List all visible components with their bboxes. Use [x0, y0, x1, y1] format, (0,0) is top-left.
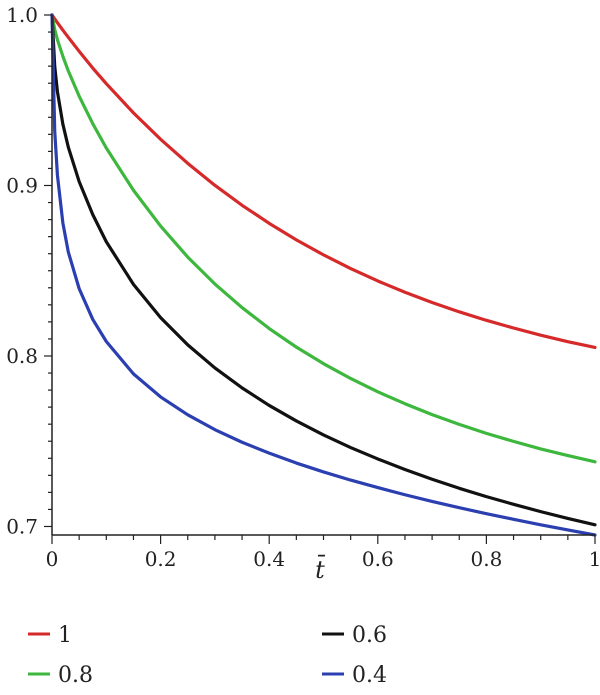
legend: 1 0.6 0.8 0.4 [28, 623, 387, 688]
x-tick-label: 1 [589, 547, 600, 571]
series-layer [50, 13, 597, 537]
axes-layer: 0 0.2 0.4 0.6 0.8 1 0.7 0.8 0.9 1.0 [6, 3, 600, 571]
x-tick-label: 0.2 [145, 547, 177, 571]
x-axis-title: t̄ [315, 555, 326, 584]
x-tick-label: 0 [46, 547, 59, 571]
legend-label-1: 1 [58, 623, 72, 648]
legend-label-0.8: 0.8 [58, 663, 93, 688]
x-tick-label: 0.8 [470, 547, 502, 571]
y-tick-label: 0.8 [6, 344, 38, 368]
series-line-0.8 [50, 13, 597, 464]
x-tick-label: 0.6 [362, 547, 394, 571]
y-tick-label: 0.9 [6, 173, 38, 197]
y-tick-label: 0.7 [6, 514, 38, 538]
series-line-0.4 [50, 13, 597, 537]
y-tick-label: 1.0 [6, 3, 38, 27]
legend-label-0.6: 0.6 [352, 623, 387, 648]
x-tick-label: 0.4 [253, 547, 285, 571]
legend-label-0.4: 0.4 [352, 663, 387, 688]
series-line-1 [50, 13, 597, 350]
series-line-0.6 [50, 13, 597, 527]
